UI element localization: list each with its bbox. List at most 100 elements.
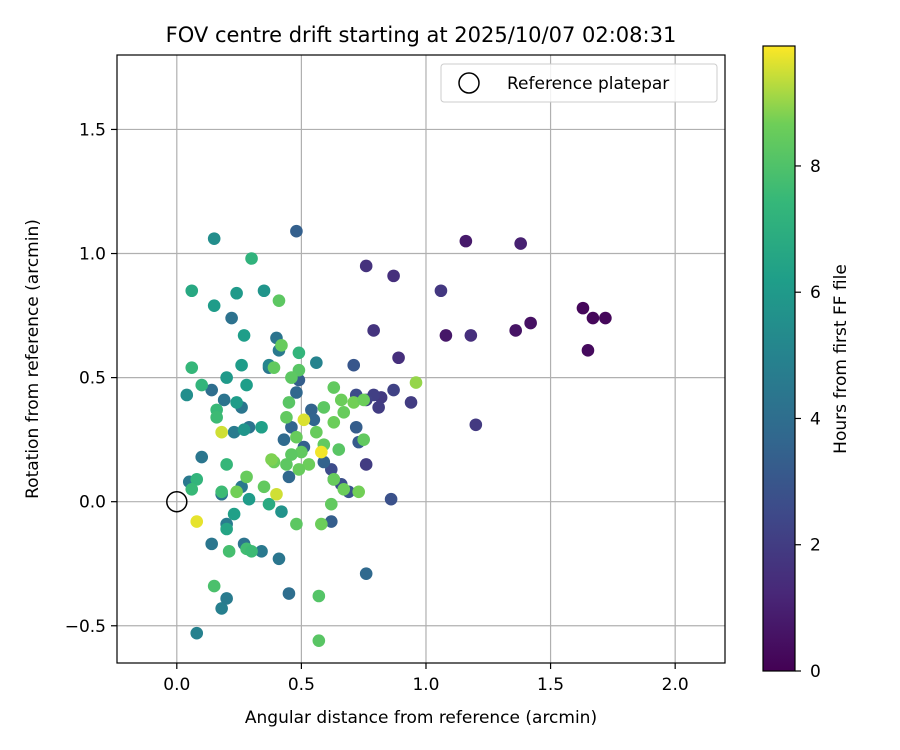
y-tick-label: 1.5 <box>79 120 106 140</box>
data-point <box>297 413 311 427</box>
data-point <box>285 448 298 461</box>
data-point <box>210 411 223 424</box>
data-point <box>290 386 303 399</box>
data-point <box>245 252 258 265</box>
data-point <box>255 545 268 558</box>
data-point <box>332 443 346 456</box>
data-point <box>292 463 306 476</box>
reference-marker <box>166 490 188 513</box>
data-point <box>302 458 316 471</box>
data-point <box>215 602 228 615</box>
data-point <box>310 425 323 439</box>
y-axis-label: Rotation from reference (arcmin) <box>23 219 43 499</box>
data-point <box>387 383 400 397</box>
data-point <box>514 237 527 250</box>
data-point <box>310 356 323 370</box>
data-point <box>327 381 341 394</box>
data-point <box>195 450 209 464</box>
x-axis-ticks: 0.0 0.5 1.0 1.5 2.0 <box>163 663 689 695</box>
data-point <box>317 401 331 414</box>
x-tick-label: 0.5 <box>288 675 315 695</box>
data-point <box>290 517 303 531</box>
data-point <box>237 423 251 437</box>
data-point <box>215 485 228 499</box>
data-point <box>275 505 288 518</box>
x-tick-label: 1.0 <box>412 675 439 695</box>
data-point <box>220 458 233 471</box>
data-point <box>230 485 243 499</box>
data-point <box>307 413 321 427</box>
data-point <box>265 453 278 466</box>
data-point <box>285 371 298 384</box>
data-point <box>270 487 283 501</box>
y-tick-label: 1.0 <box>79 245 106 265</box>
data-point <box>337 406 351 419</box>
data-point <box>205 537 218 551</box>
data-point <box>222 545 236 558</box>
data-point <box>524 316 537 330</box>
data-point <box>295 445 308 459</box>
data-point <box>312 589 326 603</box>
data-point <box>220 592 233 605</box>
data-point <box>255 420 268 434</box>
data-point <box>205 383 218 397</box>
data-point <box>230 396 243 409</box>
x-tick-label: 1.5 <box>537 675 564 695</box>
data-point <box>439 329 453 342</box>
data-point <box>292 346 306 360</box>
data-point <box>327 473 341 486</box>
data-point <box>280 411 293 424</box>
data-point <box>207 579 221 593</box>
data-point <box>334 393 348 407</box>
data-point <box>257 284 271 298</box>
data-point <box>285 420 298 434</box>
data-point <box>235 358 248 372</box>
data-points <box>180 224 612 647</box>
legend-box <box>440 63 718 103</box>
data-point <box>357 433 370 446</box>
colorbar-tick-label: 2 <box>810 536 821 556</box>
colorbar: 0 2 4 6 8 Hours from first FF file <box>762 45 851 682</box>
colorbar-tick-label: 0 <box>810 662 821 682</box>
data-point <box>586 311 600 325</box>
data-point <box>324 515 338 528</box>
data-point <box>220 522 233 536</box>
x-tick-label: 0.0 <box>163 675 190 695</box>
data-point <box>230 286 243 300</box>
data-point <box>227 507 241 521</box>
data-point <box>347 358 361 372</box>
y-tick-label: 0.0 <box>79 493 106 513</box>
data-point <box>282 587 296 600</box>
x-axis-label: Angular distance from reference (arcmin) <box>245 708 597 728</box>
data-point <box>280 458 293 471</box>
data-point <box>190 515 204 528</box>
data-point <box>357 393 370 407</box>
data-point <box>576 301 590 315</box>
legend-marker-icon <box>458 72 480 94</box>
data-point <box>257 480 271 494</box>
grid <box>117 55 725 663</box>
data-point <box>215 425 228 439</box>
data-point <box>359 259 373 273</box>
data-point <box>220 371 233 384</box>
colorbar-frame <box>762 45 796 672</box>
data-point <box>305 403 318 417</box>
data-point <box>290 224 303 238</box>
data-point <box>185 284 199 298</box>
data-point <box>434 284 448 298</box>
data-point <box>387 269 400 283</box>
colorbar-label: Hours from first FF file <box>831 264 851 454</box>
colorbar-tick-label: 4 <box>810 409 821 429</box>
data-point <box>185 482 199 496</box>
data-point <box>347 396 361 409</box>
data-point <box>312 634 326 647</box>
data-point <box>225 311 238 325</box>
data-point <box>237 329 251 342</box>
data-point <box>275 339 288 352</box>
data-point <box>242 492 256 506</box>
data-point <box>599 311 612 325</box>
data-point <box>337 482 351 496</box>
data-point <box>349 420 363 434</box>
data-point <box>207 299 221 312</box>
data-point <box>324 497 338 511</box>
